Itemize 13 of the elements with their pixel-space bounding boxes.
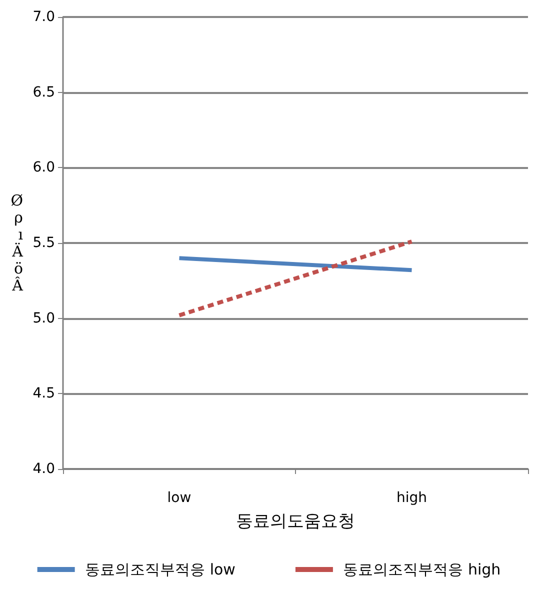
y-tick-label: 6.5	[32, 84, 55, 100]
y-tick-label: 6.0	[32, 160, 55, 176]
y-tick-label: 4.0	[32, 461, 55, 477]
x-tick-label: high	[396, 490, 428, 506]
y-tick-label: 7.0	[32, 9, 55, 25]
legend-label: 동료의조직부적응 high	[343, 560, 501, 578]
y-tick-label: 5.5	[32, 235, 55, 251]
x-axis-title: 동료의도움요청	[236, 512, 355, 532]
y-tick-label: 4.5	[32, 386, 55, 402]
legend-label: 동료의조직부적응 low	[85, 560, 236, 578]
y-tick-label: 5.0	[32, 310, 55, 326]
y-axis-title: ØρıÄöÂ	[10, 192, 24, 294]
x-tick-label: low	[167, 490, 192, 506]
